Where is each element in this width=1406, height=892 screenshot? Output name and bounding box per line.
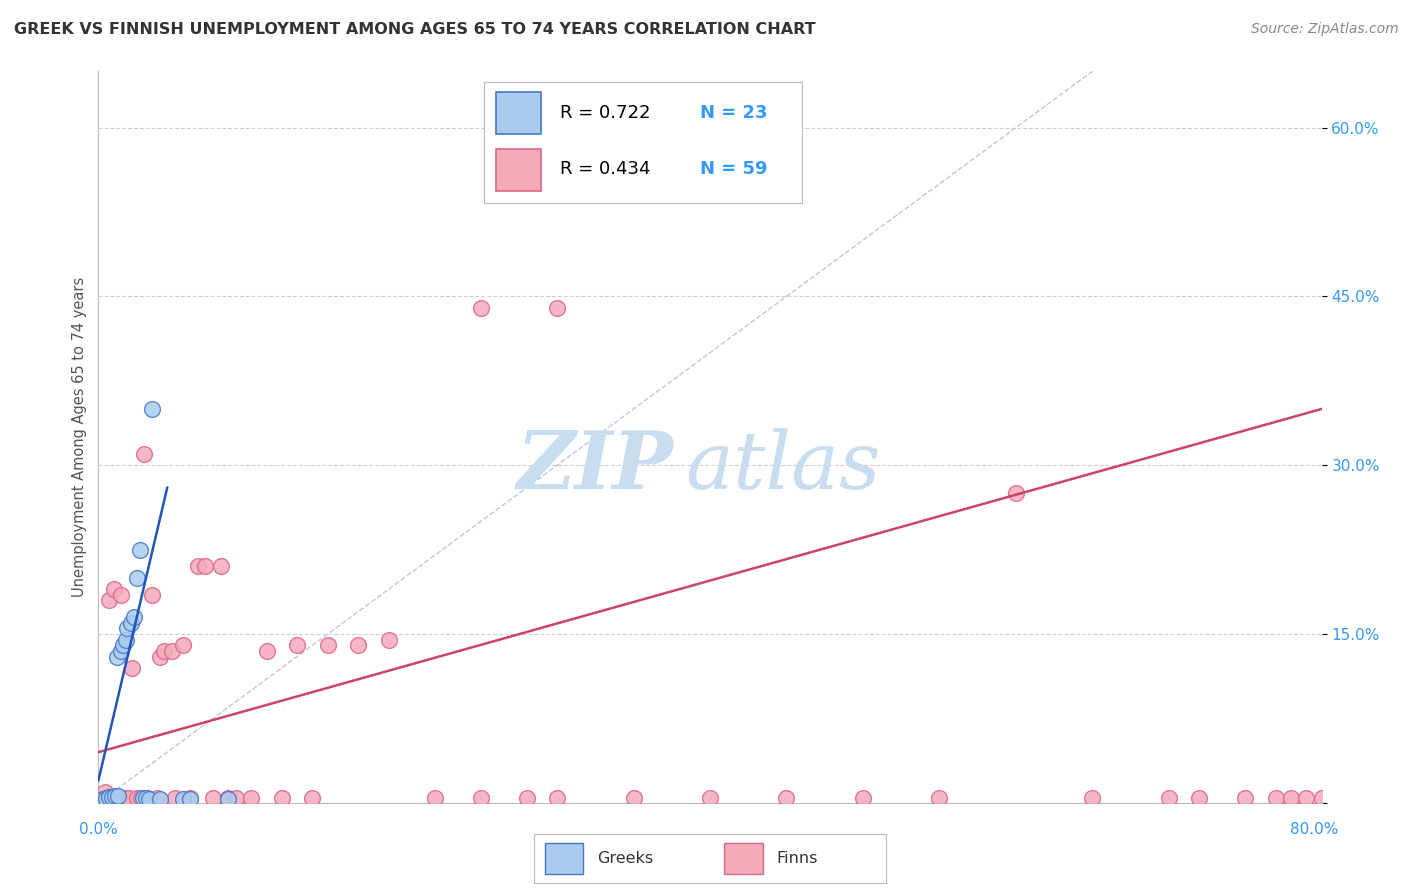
- Point: [141, 588, 163, 602]
- Point: [172, 638, 194, 652]
- Point: [104, 791, 127, 805]
- Point: [129, 791, 152, 805]
- Point: [928, 791, 950, 805]
- Text: GREEK VS FINNISH UNEMPLOYMENT AMONG AGES 65 TO 74 YEARS CORRELATION CHART: GREEK VS FINNISH UNEMPLOYMENT AMONG AGES…: [14, 22, 815, 37]
- Text: Source: ZipAtlas.com: Source: ZipAtlas.com: [1251, 22, 1399, 37]
- Y-axis label: Unemployment Among Ages 65 to 74 years: Unemployment Among Ages 65 to 74 years: [72, 277, 87, 598]
- Point: [118, 791, 141, 805]
- Point: [132, 791, 155, 805]
- Point: [378, 632, 401, 647]
- Point: [145, 791, 167, 805]
- Point: [470, 791, 492, 805]
- Text: Finns: Finns: [776, 851, 818, 866]
- Text: 80.0%: 80.0%: [1291, 822, 1339, 837]
- FancyBboxPatch shape: [724, 843, 762, 874]
- Point: [1081, 791, 1104, 805]
- Point: [179, 791, 201, 805]
- Point: [423, 791, 446, 805]
- Point: [107, 791, 129, 805]
- Point: [153, 644, 176, 658]
- Point: [516, 791, 538, 805]
- Point: [94, 792, 117, 806]
- Point: [546, 791, 568, 805]
- Point: [149, 649, 172, 664]
- Point: [160, 644, 183, 658]
- Point: [623, 791, 645, 805]
- Point: [138, 792, 160, 806]
- Point: [240, 791, 263, 805]
- Point: [217, 792, 239, 806]
- Point: [1157, 791, 1180, 805]
- Point: [110, 644, 132, 658]
- Point: [134, 447, 156, 461]
- Point: [98, 593, 121, 607]
- Point: [194, 559, 217, 574]
- Point: [163, 791, 186, 805]
- Point: [120, 615, 142, 630]
- Point: [91, 792, 114, 806]
- Point: [187, 559, 209, 574]
- Point: [93, 784, 115, 798]
- Point: [699, 791, 721, 805]
- Point: [256, 644, 278, 658]
- Text: 0.0%: 0.0%: [79, 822, 118, 837]
- Point: [217, 791, 239, 805]
- Point: [94, 791, 117, 805]
- Point: [128, 542, 150, 557]
- Point: [1295, 791, 1317, 805]
- Point: [1279, 791, 1302, 805]
- Point: [141, 401, 163, 416]
- Point: [103, 582, 125, 596]
- Point: [546, 301, 568, 315]
- Point: [136, 791, 159, 805]
- Point: [104, 789, 127, 803]
- Point: [98, 790, 121, 805]
- Point: [1310, 791, 1333, 805]
- Point: [316, 638, 339, 652]
- Point: [852, 791, 875, 805]
- Text: atlas: atlas: [686, 427, 882, 505]
- Point: [122, 610, 145, 624]
- Point: [202, 791, 225, 805]
- Point: [121, 661, 143, 675]
- Point: [117, 621, 139, 635]
- Point: [301, 791, 323, 805]
- Point: [775, 791, 797, 805]
- Point: [1234, 791, 1257, 805]
- Point: [125, 791, 148, 805]
- Point: [100, 791, 122, 805]
- Point: [470, 301, 492, 315]
- Point: [110, 588, 132, 602]
- Point: [125, 571, 148, 585]
- Point: [270, 791, 294, 805]
- Point: [135, 791, 157, 805]
- FancyBboxPatch shape: [544, 843, 583, 874]
- Point: [209, 559, 232, 574]
- Point: [149, 792, 172, 806]
- Point: [1188, 791, 1211, 805]
- Point: [115, 632, 138, 647]
- Text: ZIP: ZIP: [516, 427, 673, 505]
- Point: [1264, 791, 1286, 805]
- Point: [1004, 486, 1026, 500]
- Point: [107, 789, 129, 803]
- Text: Greeks: Greeks: [598, 851, 654, 866]
- Point: [179, 792, 201, 806]
- Point: [115, 791, 138, 805]
- Point: [225, 791, 247, 805]
- Point: [623, 87, 645, 101]
- Point: [105, 649, 128, 664]
- Point: [347, 638, 370, 652]
- Point: [285, 638, 308, 652]
- Point: [90, 792, 112, 806]
- Point: [111, 638, 134, 652]
- Point: [172, 792, 194, 806]
- Point: [101, 790, 124, 805]
